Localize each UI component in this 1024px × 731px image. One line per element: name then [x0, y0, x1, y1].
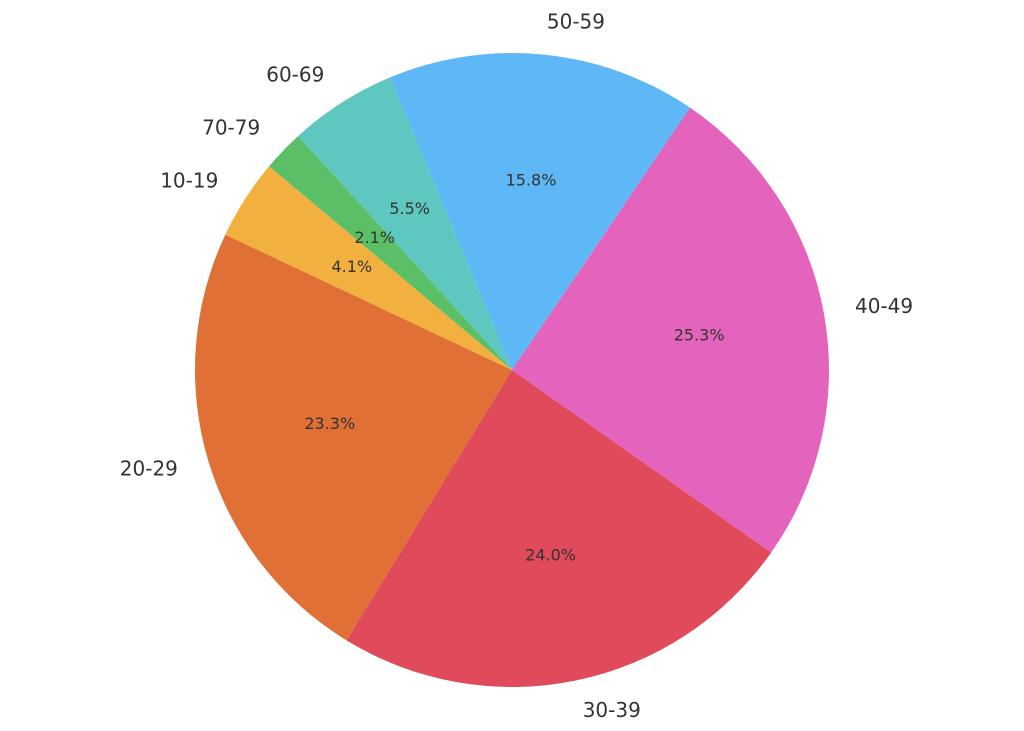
percent-label: 23.3%	[304, 414, 355, 433]
percent-label: 15.8%	[506, 170, 557, 189]
percent-label: 24.0%	[525, 546, 576, 565]
percent-label: 25.3%	[674, 325, 725, 344]
slice-label: 20-29	[120, 456, 178, 480]
pie-slice	[225, 166, 512, 370]
pie-slice	[195, 234, 512, 641]
slice-label: 50-59	[547, 10, 605, 34]
pie-slice	[346, 370, 772, 687]
slice-label: 70-79	[202, 115, 260, 139]
pie-slice	[298, 77, 512, 371]
slice-label: 60-69	[266, 63, 324, 87]
percent-label: 4.1%	[331, 257, 372, 276]
percent-label: 2.1%	[354, 228, 395, 247]
pie-slice	[389, 52, 690, 370]
pie-slice	[269, 136, 512, 370]
percent-label: 5.5%	[389, 199, 430, 218]
pie-slice	[512, 107, 830, 553]
slice-label: 10-19	[160, 168, 218, 192]
slice-label: 30-39	[583, 698, 641, 722]
slice-label: 40-49	[855, 294, 913, 318]
